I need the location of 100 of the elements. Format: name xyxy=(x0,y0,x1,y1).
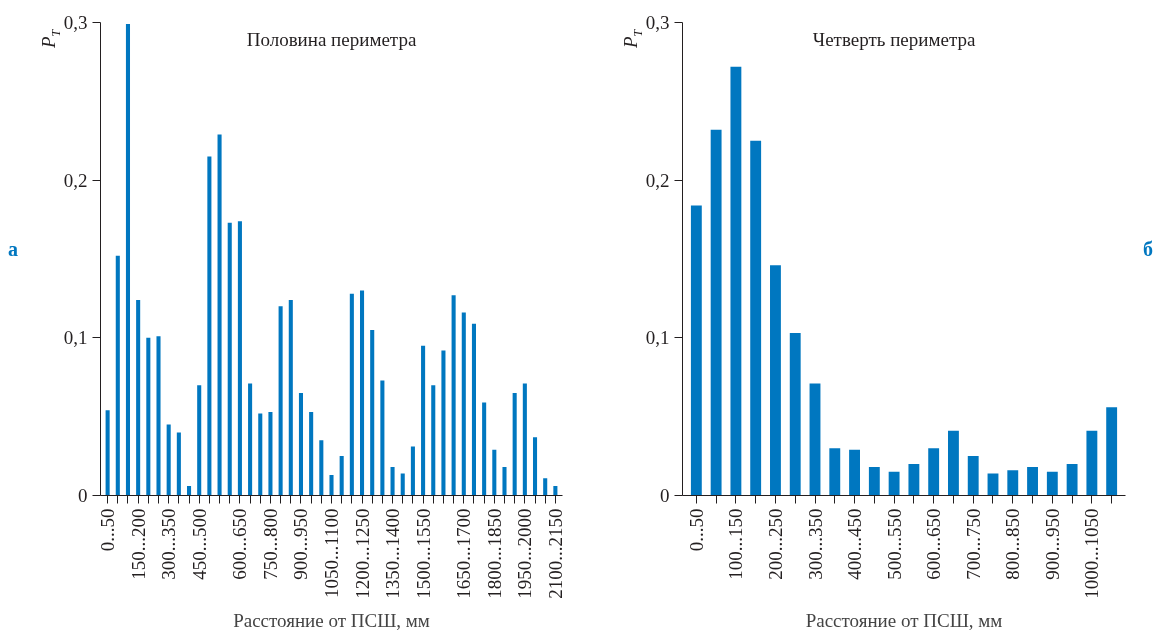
x-axis-title: Расстояние от ПСШ, мм xyxy=(233,609,430,631)
bar xyxy=(532,437,538,496)
bar xyxy=(187,486,192,496)
x-tick-label: 1500...1550 xyxy=(412,508,434,599)
bar xyxy=(380,380,385,496)
bar xyxy=(390,467,395,496)
bar xyxy=(543,478,548,496)
bar xyxy=(1046,471,1058,496)
bar xyxy=(207,156,212,496)
bar xyxy=(1086,430,1098,496)
y-tick-label: 0 xyxy=(660,485,670,506)
bar xyxy=(829,448,841,496)
x-tick-label: 1350...1400 xyxy=(382,508,404,599)
x-tick-label: 750...800 xyxy=(259,508,281,580)
bar xyxy=(888,471,900,496)
bar xyxy=(217,134,222,496)
bar xyxy=(278,306,283,496)
x-tick-label: 1950...2000 xyxy=(514,508,536,599)
y-tick-label: 0,1 xyxy=(63,327,88,349)
bar xyxy=(400,473,405,496)
chart-title: Четверть периметра xyxy=(812,28,976,50)
bar xyxy=(237,221,242,496)
bar xyxy=(461,312,466,496)
x-tick-label: 150...200 xyxy=(127,508,149,580)
bar xyxy=(258,413,263,496)
text: б xyxy=(1143,238,1153,261)
x-tick-label: 800...850 xyxy=(1002,508,1024,580)
x-tick-label: 1200...1250 xyxy=(351,508,373,599)
y-tick-label: 0,1 xyxy=(645,327,670,349)
bar xyxy=(349,293,354,496)
bar xyxy=(359,290,365,496)
bar xyxy=(690,205,702,496)
bar xyxy=(492,449,497,496)
x-tick-label: 300...350 xyxy=(158,508,180,580)
x-tick-label: 0...50 xyxy=(97,508,119,552)
bar xyxy=(227,222,232,496)
bar xyxy=(750,140,762,496)
bar xyxy=(948,430,959,496)
y-tick-label: 0,3 xyxy=(63,12,88,33)
y-tick-label: 0,2 xyxy=(645,169,670,191)
bar xyxy=(502,467,507,496)
bar xyxy=(146,337,151,496)
bar xyxy=(553,486,558,496)
bar xyxy=(288,299,293,496)
bar xyxy=(1007,470,1019,496)
bar xyxy=(522,383,527,496)
bar xyxy=(156,336,161,496)
bar xyxy=(789,333,801,496)
bar xyxy=(1027,467,1038,496)
x-tick-label: 900...950 xyxy=(290,508,312,580)
bar xyxy=(730,66,742,496)
bar xyxy=(370,329,375,496)
bar xyxy=(329,475,334,496)
x-tick-label: 900...950 xyxy=(1041,508,1063,580)
bar xyxy=(809,383,821,496)
bar xyxy=(710,129,722,496)
chart-title: Половина периметра xyxy=(246,28,417,50)
bar xyxy=(967,456,979,496)
x-tick-label: 0...50 xyxy=(685,508,707,552)
x-tick-label: 600...650 xyxy=(229,508,251,580)
x-tick-label: 600...650 xyxy=(923,508,945,580)
bar xyxy=(987,473,999,496)
y-tick-label: 0,3 xyxy=(645,12,670,33)
x-axis-title: Расстояние от ПСШ, мм xyxy=(805,609,1003,631)
y-tick-label: 0 xyxy=(78,485,88,506)
x-tick-label: 200...250 xyxy=(764,508,786,580)
bar xyxy=(298,393,304,496)
bar xyxy=(166,424,171,496)
bar xyxy=(319,440,324,496)
bar xyxy=(421,345,426,496)
bar xyxy=(451,295,456,496)
x-tick-label: 1000...1050 xyxy=(1081,508,1103,599)
bar xyxy=(471,323,476,496)
bar xyxy=(176,432,181,496)
bar xyxy=(309,411,314,496)
x-tick-label: 400...450 xyxy=(844,508,866,580)
bar xyxy=(928,448,940,496)
bar xyxy=(197,385,202,496)
y-tick-label: 0,2 xyxy=(63,169,88,191)
bar xyxy=(268,411,273,496)
bar xyxy=(248,383,253,496)
bar xyxy=(105,410,110,496)
bar xyxy=(115,255,120,496)
x-tick-label: 500...550 xyxy=(883,508,905,580)
x-tick-label: 1800...1850 xyxy=(483,508,505,599)
bar xyxy=(868,467,880,496)
x-tick-label: 450...500 xyxy=(188,508,210,580)
bar xyxy=(136,299,141,496)
bar xyxy=(770,265,781,496)
x-tick-label: 1050...1100 xyxy=(321,508,342,599)
x-tick-label: 100...150 xyxy=(725,508,747,580)
bar xyxy=(908,463,920,496)
x-tick-label: 1650...1700 xyxy=(453,508,475,599)
bar xyxy=(339,456,344,496)
x-tick-label: 700...750 xyxy=(962,508,984,580)
bar xyxy=(125,24,131,496)
x-tick-label: 2100...2150 xyxy=(544,508,566,599)
text: а xyxy=(8,238,18,261)
bar xyxy=(482,402,487,496)
bar xyxy=(1066,463,1078,496)
